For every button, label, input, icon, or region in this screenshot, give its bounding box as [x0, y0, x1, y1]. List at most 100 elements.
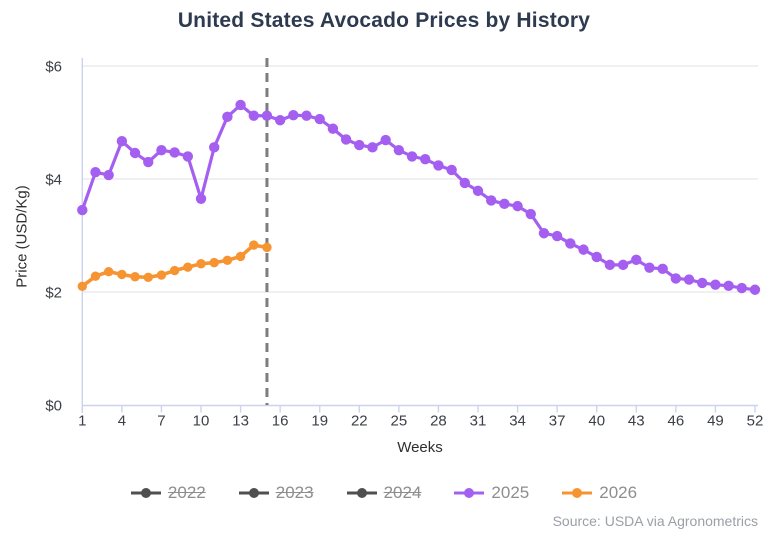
series-2025-point[interactable]: [90, 167, 101, 178]
series-2025-point[interactable]: [103, 169, 114, 181]
legend-series-marker-icon: [562, 488, 593, 498]
x-tick-label: 22: [351, 413, 368, 430]
series-2025-point[interactable]: [617, 259, 629, 271]
series-2025-point[interactable]: [433, 160, 444, 171]
series-2025-point[interactable]: [446, 164, 457, 176]
series-2025-point[interactable]: [604, 259, 616, 271]
series-2025-point[interactable]: [512, 200, 523, 212]
legend-item-2026[interactable]: 2026: [562, 483, 637, 503]
series-2025-point[interactable]: [499, 198, 510, 210]
series-2025-point[interactable]: [736, 282, 747, 294]
series-2025-point[interactable]: [644, 262, 655, 273]
series-2025-point[interactable]: [274, 115, 286, 126]
series-2025-point[interactable]: [683, 274, 695, 285]
series-2026-point[interactable]: [156, 270, 167, 280]
y-tick-label: $2: [45, 285, 62, 302]
x-tick-label: 4: [118, 413, 126, 430]
source-attribution: Source: USDA via Agronometrics: [552, 513, 758, 529]
series-2025-point[interactable]: [261, 110, 273, 121]
legend-item-2024[interactable]: 2024: [346, 483, 422, 503]
x-tick-label: 37: [549, 413, 566, 430]
legend-item-2023[interactable]: 2023: [238, 483, 314, 503]
series-2025-point[interactable]: [116, 135, 128, 147]
y-tick-label: $0: [45, 398, 62, 415]
series-2025-point[interactable]: [222, 111, 233, 123]
series-2025-point[interactable]: [631, 254, 642, 265]
series-2025-point[interactable]: [380, 134, 391, 146]
legend-label: 2026: [599, 483, 638, 502]
legend-item-2022[interactable]: 2022: [130, 483, 206, 503]
series-2025-point[interactable]: [670, 273, 682, 284]
series-2025-point[interactable]: [485, 195, 497, 206]
series-2025-point[interactable]: [143, 156, 154, 168]
series-2026-point[interactable]: [209, 257, 219, 268]
series-2025-point[interactable]: [156, 144, 167, 156]
series-2025-point[interactable]: [525, 208, 536, 220]
series-2025-point[interactable]: [578, 244, 589, 255]
series-2026-point[interactable]: [262, 242, 272, 253]
series-2025-point[interactable]: [697, 277, 708, 289]
y-tick-label: $6: [45, 59, 62, 76]
series-2025-point[interactable]: [538, 228, 550, 239]
series-2025-point[interactable]: [327, 123, 339, 134]
x-tick-label: 10: [193, 413, 210, 430]
series-2025-point[interactable]: [248, 110, 259, 121]
series-2025-point[interactable]: [129, 147, 141, 159]
x-tick-label: 31: [470, 413, 487, 430]
legend-item-2025[interactable]: 2025: [454, 483, 529, 503]
series-2025-point[interactable]: [354, 139, 365, 151]
series-2026-point[interactable]: [169, 265, 180, 276]
x-tick-label: 43: [628, 413, 645, 430]
series-2025-point[interactable]: [591, 251, 602, 263]
series-2025-point[interactable]: [420, 154, 431, 165]
x-tick-label: 16: [272, 413, 289, 430]
series-2026-point[interactable]: [222, 255, 233, 266]
legend-series-marker-icon: [454, 488, 485, 498]
series-2025-point[interactable]: [169, 147, 180, 158]
series-2025-point[interactable]: [367, 142, 378, 153]
series-2026-point[interactable]: [183, 262, 193, 272]
series-2025-point[interactable]: [551, 230, 563, 242]
series-2025[interactable]: [77, 99, 761, 295]
legend-label: 2025: [491, 483, 530, 502]
series-2025-point[interactable]: [406, 151, 418, 162]
series-2026-point[interactable]: [235, 251, 246, 262]
series-2026-point[interactable]: [249, 240, 259, 250]
series-2025-point[interactable]: [288, 109, 299, 121]
series-2025-point[interactable]: [209, 142, 220, 153]
series-2025-point[interactable]: [340, 134, 352, 145]
series-2025-point[interactable]: [195, 193, 207, 204]
series-2026-point[interactable]: [143, 272, 153, 283]
series-2026-point[interactable]: [130, 272, 140, 282]
series-2025-point[interactable]: [459, 177, 471, 189]
series-2025-point[interactable]: [710, 279, 721, 290]
series-2025-point[interactable]: [301, 110, 312, 121]
series-2026[interactable]: [77, 240, 272, 292]
x-tick-label: 13: [232, 413, 249, 430]
x-tick-label: 28: [430, 413, 447, 430]
series-2025-point[interactable]: [749, 284, 761, 295]
series-2025-point[interactable]: [723, 280, 734, 291]
series-2025-point[interactable]: [472, 185, 484, 197]
series-2026-point[interactable]: [117, 269, 127, 280]
series-2026-point[interactable]: [77, 281, 88, 292]
series-2025-point[interactable]: [565, 238, 576, 249]
legend-label: 2022: [167, 483, 206, 502]
series-2026-point[interactable]: [196, 259, 206, 269]
x-tick-label: 49: [707, 413, 724, 430]
y-tick-label: $4: [45, 172, 62, 189]
legend-series-marker-icon: [130, 488, 161, 498]
series-2025-point[interactable]: [393, 144, 405, 156]
series-2026-point[interactable]: [103, 266, 114, 277]
legend-label: 2023: [275, 483, 314, 502]
series-2025-point[interactable]: [314, 113, 325, 125]
series-2025-point[interactable]: [77, 204, 88, 216]
series-2025-point[interactable]: [182, 151, 194, 162]
series-2025-point[interactable]: [235, 99, 246, 111]
series-2026-point[interactable]: [90, 271, 101, 281]
series-2025-point[interactable]: [657, 263, 668, 275]
legend-label: 2024: [383, 483, 422, 502]
x-tick-label: 52: [747, 413, 764, 430]
